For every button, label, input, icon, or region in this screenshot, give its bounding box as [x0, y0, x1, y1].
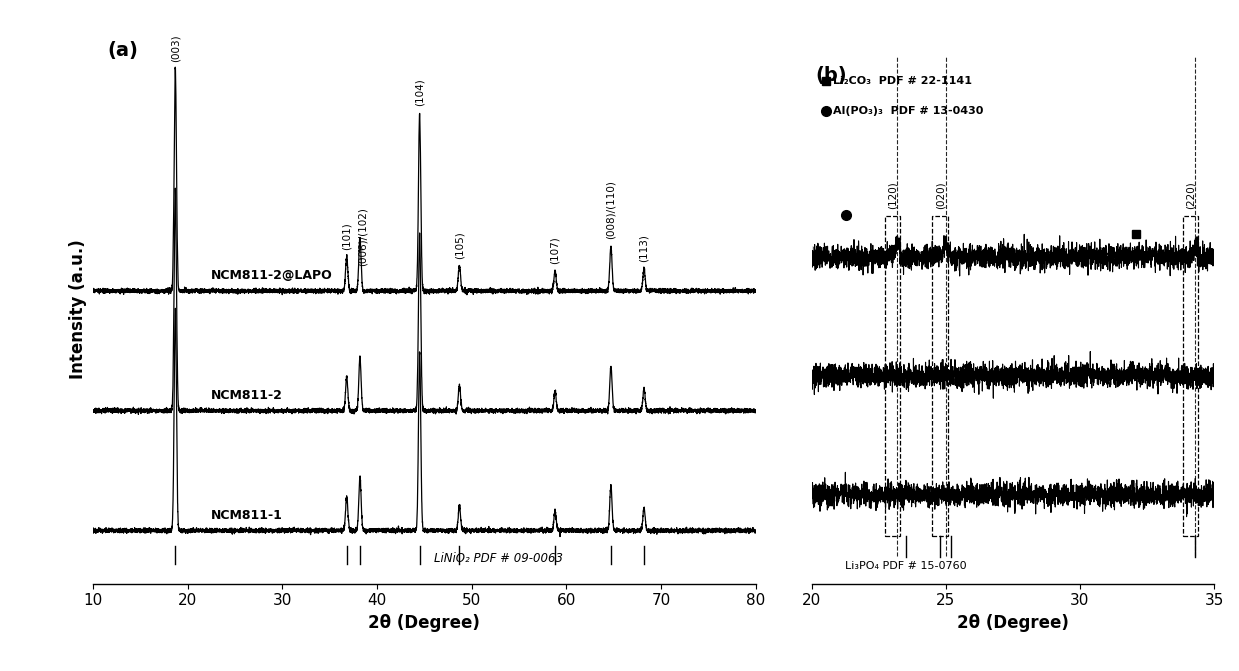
Text: (003): (003) — [170, 34, 181, 62]
Text: (220): (220) — [1186, 181, 1196, 209]
Text: (107): (107) — [550, 237, 560, 264]
Text: NCM811-1: NCM811-1 — [212, 509, 284, 521]
Text: NCM811-2@LAPO: NCM811-2@LAPO — [212, 269, 333, 282]
Text: (020): (020) — [935, 181, 945, 209]
Text: Li₃PO₄ PDF # 15-0760: Li₃PO₄ PDF # 15-0760 — [845, 562, 966, 572]
Bar — [886, 217, 900, 536]
Text: (113): (113) — [639, 234, 649, 262]
Y-axis label: Intensity (a.u.): Intensity (a.u.) — [69, 239, 88, 378]
Text: (101): (101) — [342, 222, 352, 250]
Text: (008)/(110): (008)/(110) — [606, 180, 616, 240]
Text: (a): (a) — [107, 41, 138, 60]
Text: (104): (104) — [415, 79, 425, 106]
Bar — [933, 217, 949, 536]
Text: NCM811-2: NCM811-2 — [212, 389, 284, 402]
Text: (b): (b) — [815, 66, 847, 85]
Text: Al(PO₃)₃  PDF # 13-0430: Al(PO₃)₃ PDF # 13-0430 — [833, 106, 984, 116]
Bar — [1183, 217, 1198, 536]
Text: Li₂CO₃  PDF # 22-1141: Li₂CO₃ PDF # 22-1141 — [833, 76, 973, 86]
Text: (006)/(102): (006)/(102) — [358, 207, 368, 266]
Text: LiNiO₂ PDF # 09-0063: LiNiO₂ PDF # 09-0063 — [434, 552, 563, 566]
Text: (120): (120) — [888, 181, 898, 209]
X-axis label: 2θ (Degree): 2θ (Degree) — [957, 614, 1069, 632]
X-axis label: 2θ (Degree): 2θ (Degree) — [368, 614, 481, 632]
Text: (105): (105) — [455, 231, 465, 259]
